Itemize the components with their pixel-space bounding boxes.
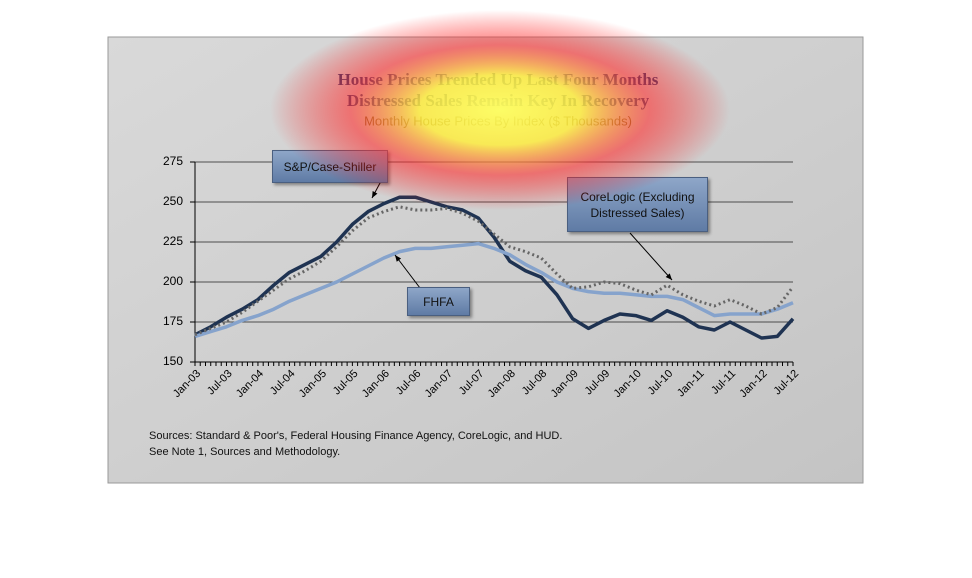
callout-arrowhead (395, 255, 402, 262)
y-tick-label: 275 (163, 154, 183, 168)
series-line (194, 205, 795, 337)
callout-arrow (394, 254, 421, 289)
callout-arrowhead (665, 273, 672, 280)
chart-title: House Prices Trended Up Last Four Months (338, 70, 659, 89)
axis-title: Monthly House Prices By Index ($ Thousan… (364, 113, 632, 128)
callout: CoreLogic (Excluding Distressed Sales) (567, 177, 708, 232)
y-tick-label: 250 (163, 194, 183, 208)
chart-subtitle: Distressed Sales Remain Key In Recovery (347, 91, 650, 110)
y-tick-label: 200 (163, 274, 183, 288)
callout: S&P/Case-Shiller (272, 150, 388, 183)
series-line (194, 195, 795, 340)
footnote: Sources: Standard & Poor's, Federal Hous… (149, 430, 563, 442)
y-tick-label: 225 (163, 234, 183, 248)
callout-arrow (629, 232, 673, 281)
y-tick-label: 150 (163, 354, 183, 368)
callout: FHFA (407, 287, 470, 316)
y-tick-label: 175 (163, 314, 183, 328)
footnote: See Note 1, Sources and Methodology. (149, 446, 341, 458)
series-line (194, 241, 794, 339)
